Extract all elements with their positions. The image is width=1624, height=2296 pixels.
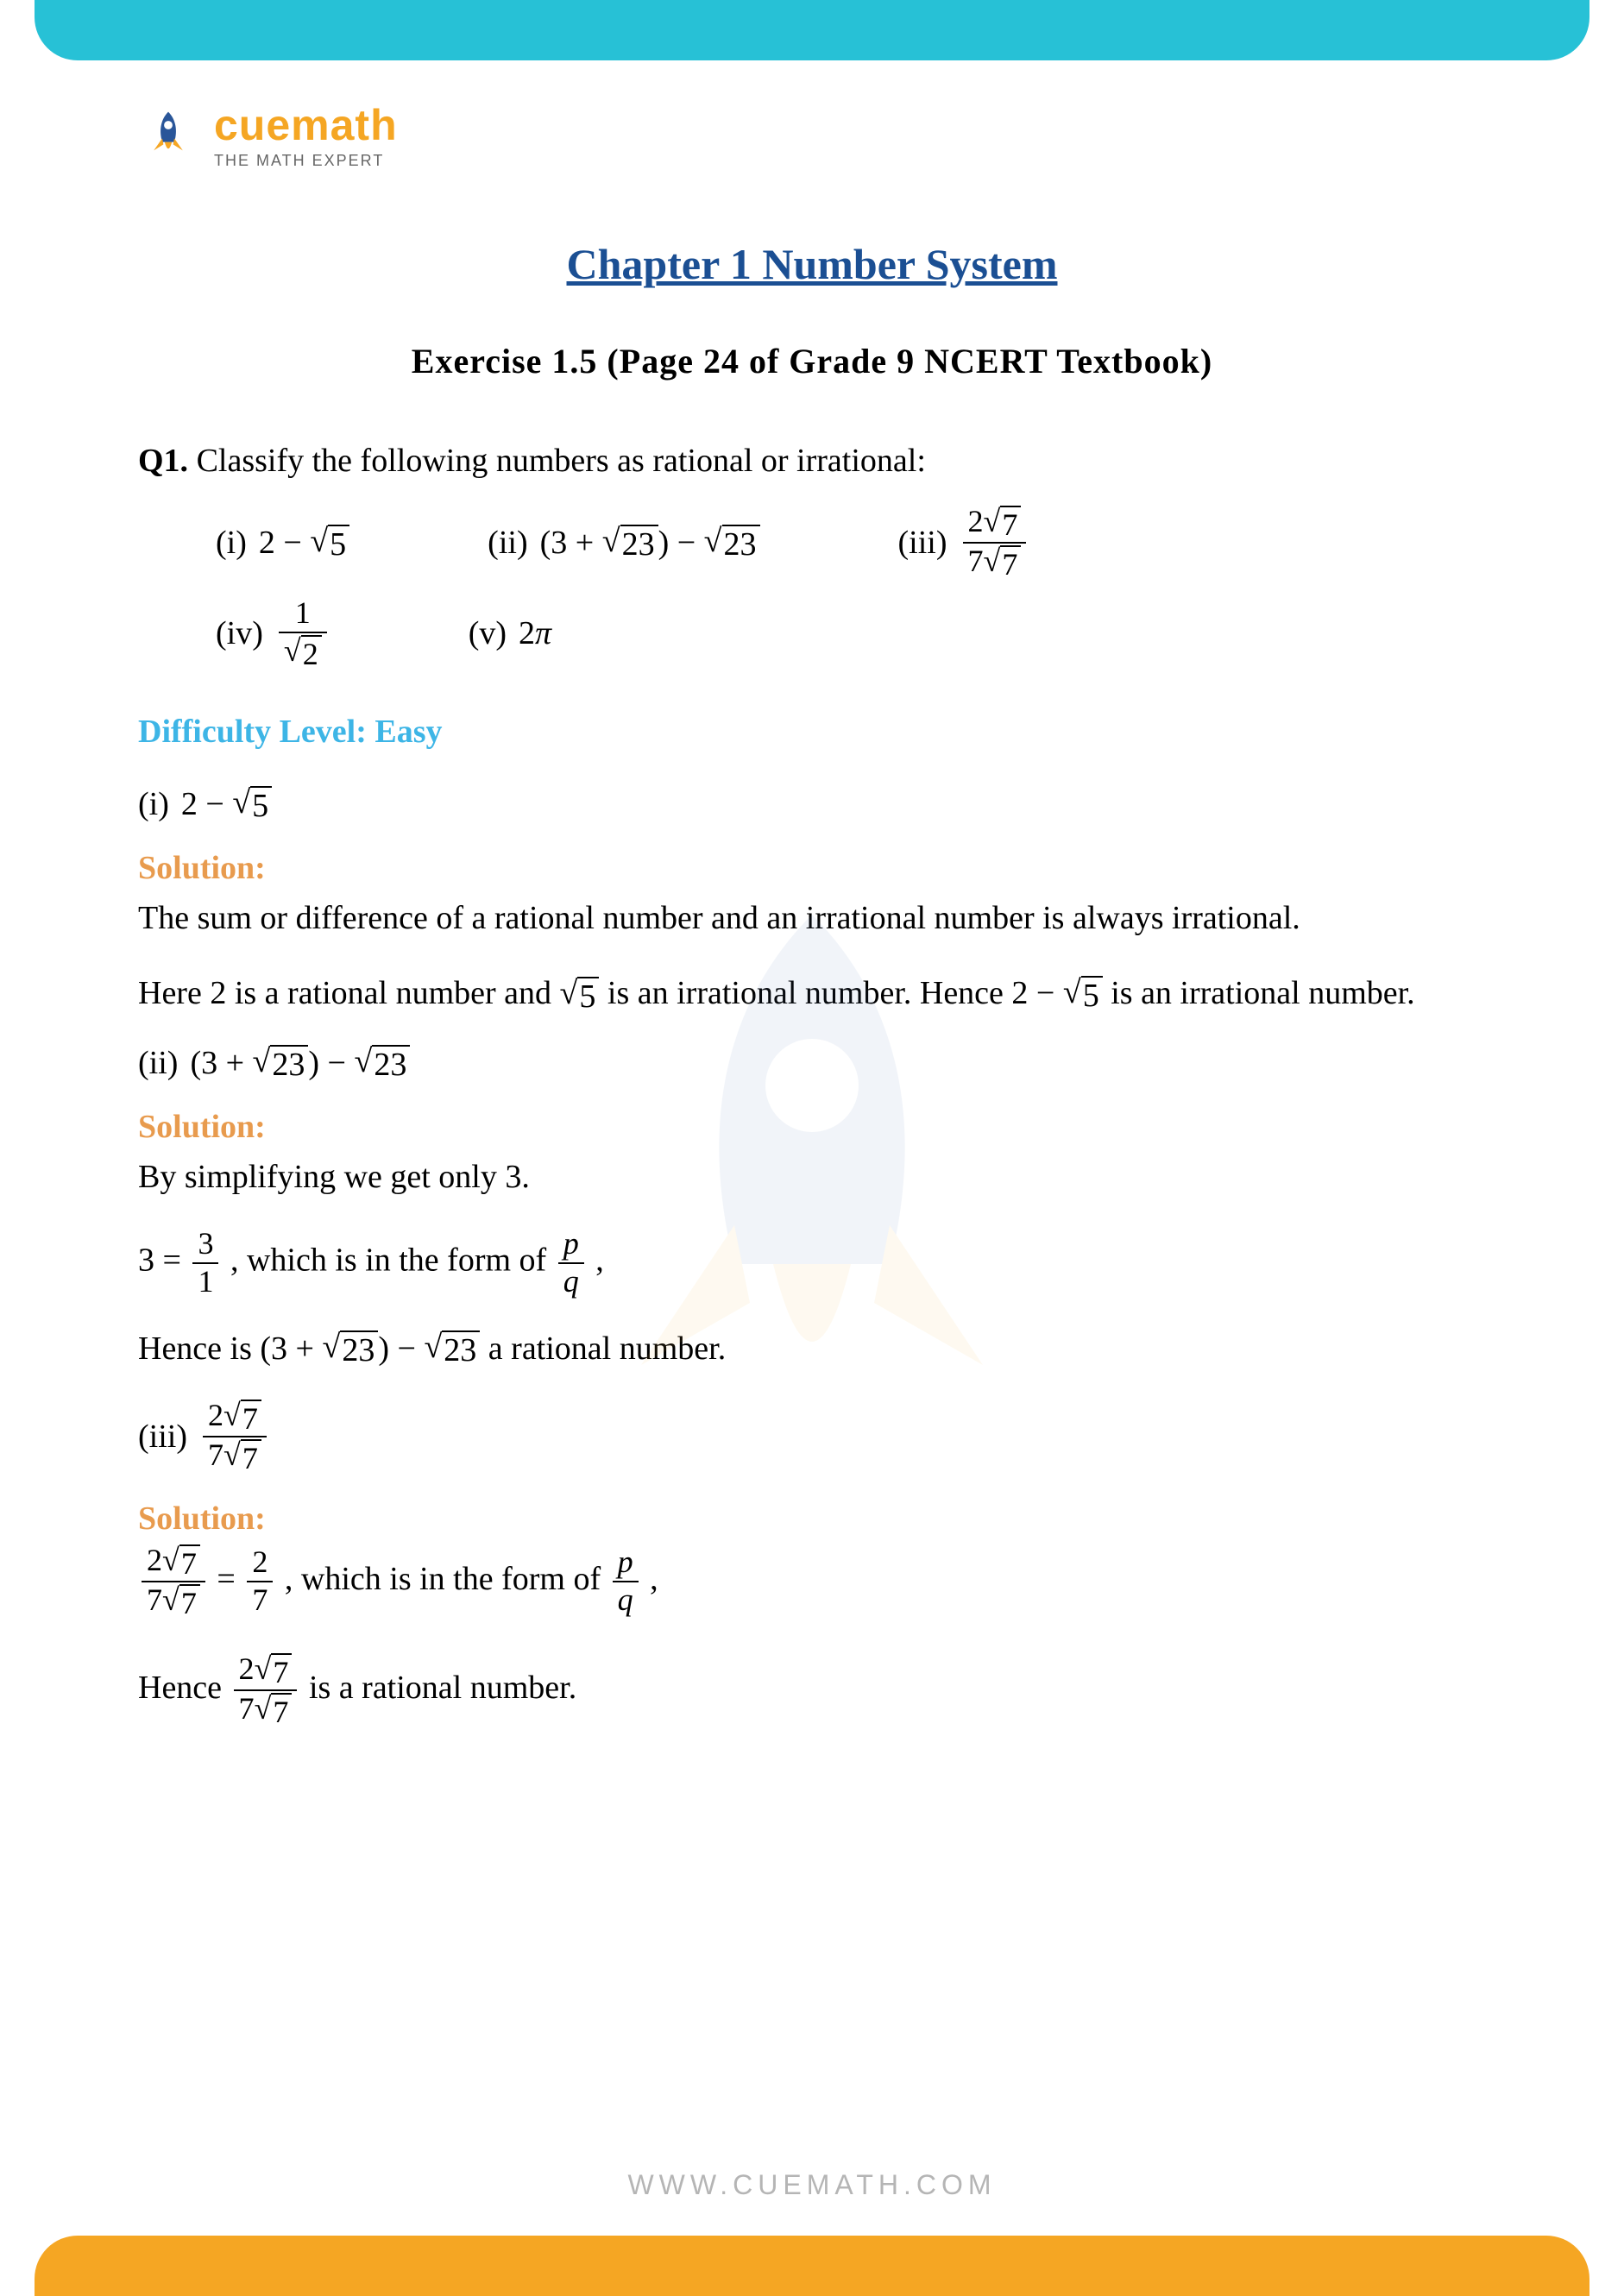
- footer-url: WWW.CUEMATH.COM: [0, 2169, 1624, 2201]
- part-ii-heading: (ii) (3 + √23) − √23: [138, 1044, 1486, 1082]
- page-container: cuemath THE MATH EXPERT Chapter 1 Number…: [0, 60, 1624, 1858]
- part-ii-line3: Hence is (3 + √23) − √23 a rational numb…: [138, 1324, 1486, 1374]
- part-ii-line2: 3 = 31 , which is in the form of pq ,: [138, 1228, 1486, 1299]
- options-row-1: (i) 2 − √5 (ii) (3 + √23) − √23 (iii) 2√…: [138, 506, 1486, 580]
- option-iv: (iv) 1√2: [216, 597, 330, 670]
- brand-tagline: THE MATH EXPERT: [214, 152, 398, 170]
- option-iii: (iii) 2√77√7: [898, 506, 1030, 580]
- option-ii: (ii) (3 + √23) − √23: [488, 524, 759, 562]
- part-iii-line2: Hence 2√77√7 is a rational number.: [138, 1653, 1486, 1727]
- option-i: (i) 2 − √5: [216, 524, 349, 562]
- option-v: (v) 2π: [469, 614, 551, 652]
- bottom-accent-bar: [35, 2236, 1589, 2296]
- solution-label: Solution:: [138, 1108, 1486, 1146]
- chapter-title: Chapter 1 Number System: [138, 239, 1486, 289]
- logo-block: cuemath THE MATH EXPERT: [138, 104, 1486, 170]
- question-prompt: Classify the following numbers as ration…: [197, 443, 926, 479]
- solution-label: Solution:: [138, 849, 1486, 887]
- part-i-line1: The sum or difference of a rational numb…: [138, 894, 1486, 943]
- solution-label: Solution:: [138, 1500, 1486, 1538]
- difficulty-level: Difficulty Level: Easy: [138, 713, 1486, 751]
- part-i-heading: (i) 2 − √5: [138, 785, 1486, 823]
- options-row-2: (iv) 1√2 (v) 2π: [138, 597, 1486, 670]
- question-intro: Q1. Classify the following numbers as ra…: [138, 442, 1486, 480]
- part-iii-line1: 2√77√7 = 27 , which is in the form of pq…: [138, 1544, 1486, 1619]
- brand-name: cuemath: [214, 104, 398, 147]
- part-i-line2: Here 2 is a rational number and √5 is an…: [138, 969, 1486, 1018]
- rocket-icon: [138, 107, 198, 167]
- top-accent-bar: [35, 0, 1589, 60]
- exercise-title: Exercise 1.5 (Page 24 of Grade 9 NCERT T…: [138, 341, 1486, 381]
- part-ii-line1: By simplifying we get only 3.: [138, 1153, 1486, 1202]
- watermark-rocket: [424, 837, 1200, 1613]
- question-number: Q1.: [138, 443, 188, 479]
- part-iii-heading: (iii) 2√77√7: [138, 1400, 1486, 1474]
